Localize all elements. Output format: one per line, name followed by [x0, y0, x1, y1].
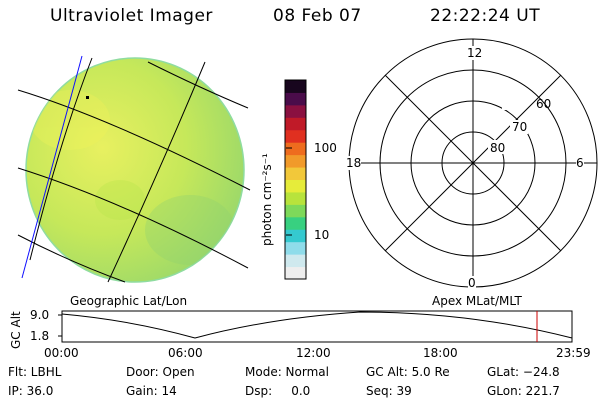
polar-lat-80: 80: [490, 141, 506, 155]
status-door: Door: Open: [126, 365, 195, 379]
colorbar: [285, 80, 306, 280]
altitude-xtick-2: 12:00: [296, 346, 331, 360]
colorbar-unit-label: photon cm⁻²s⁻¹: [260, 153, 274, 246]
colorbar-frame: [284, 79, 307, 280]
colorbar-band: [285, 266, 306, 280]
colorbar-band: [285, 229, 306, 243]
polar-label-18: 18: [346, 156, 362, 170]
colorbar-band: [285, 104, 306, 118]
colorbar-band: [285, 154, 306, 168]
polar-label-12: 12: [467, 46, 483, 60]
polar-lat-60: 60: [536, 97, 552, 111]
polar-plot: [348, 38, 598, 288]
status-seq: Seq: 39: [366, 384, 412, 398]
projection-left-label: Geographic Lat/Lon: [70, 294, 188, 308]
map-speck: [86, 96, 89, 99]
status-glon: GLon: 221.7: [487, 384, 560, 398]
status-gain: Gain: 14: [126, 384, 177, 398]
uv-image: [25, 57, 245, 283]
colorbar-band: [285, 167, 306, 180]
colorbar-band: [285, 241, 306, 255]
app-title: Ultraviolet Imager: [50, 6, 213, 26]
polar-lat-70: 70: [512, 120, 528, 134]
colorbar-band: [285, 254, 306, 268]
terminator-line: [21, 55, 83, 279]
colorbar-band: [285, 117, 306, 131]
altitude-frame: [61, 310, 573, 343]
colorbar-band: [285, 191, 306, 205]
geographic-grid: [17, 57, 251, 283]
altitude-xtick-4: 23:59: [556, 346, 591, 360]
colorbar-band: [285, 80, 306, 93]
status-glat: GLat: −24.8: [487, 365, 560, 379]
altitude-ytick-high: 9.0: [30, 308, 50, 322]
altitude-curve: [61, 311, 573, 339]
altitude-xtick-1: 06:00: [168, 346, 203, 360]
status-dsp: Dsp: 0.0: [245, 384, 311, 398]
colorbar-band: [285, 216, 306, 230]
altitude-ytick-low: 1.8: [30, 329, 50, 343]
projection-right-label: Apex MLat/MLT: [432, 294, 522, 308]
colorbar-band: [285, 92, 306, 106]
colorbar-band: [285, 142, 306, 156]
altitude-ylabel: GC Alt: [9, 311, 23, 349]
colorbar-band: [285, 179, 306, 193]
status-mode: Mode: Normal: [245, 365, 329, 379]
status-ip: IP: 36.0: [8, 384, 54, 398]
colorbar-tick-100: 100: [314, 141, 337, 155]
colorbar-tick-10: 10: [314, 228, 330, 242]
polar-label-0: 0: [468, 276, 476, 290]
time-label: 22:22:24 UT: [430, 6, 541, 26]
date-label: 08 Feb 07: [273, 6, 362, 26]
polar-label-6: 6: [576, 156, 584, 170]
status-gc-alt: GC Alt: 5.0 Re: [366, 365, 450, 379]
colorbar-band: [285, 204, 306, 218]
colorbar-band: [285, 129, 306, 143]
status-filter: Flt: LBHL: [8, 365, 62, 379]
altitude-xtick-3: 18:00: [423, 346, 458, 360]
altitude-xtick-0: 00:00: [44, 346, 79, 360]
